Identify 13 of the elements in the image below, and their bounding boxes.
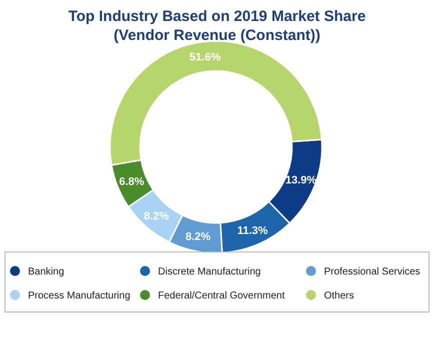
legend-label: Banking <box>28 266 64 278</box>
data-label: 11.3% <box>237 225 268 238</box>
legend-label: Discrete Manufacturing <box>158 266 261 278</box>
data-label: 51.6% <box>189 52 221 64</box>
data-label: 8.2% <box>144 210 170 223</box>
chart-title: Top Industry Based on 2019 Market Share (Vendor Revenue (Constant)) <box>68 8 366 44</box>
legend-label: Process Manufacturing <box>28 290 130 302</box>
legend-label: Others <box>324 290 354 302</box>
data-label: 13.9% <box>285 174 317 186</box>
legend-label: Federal/Central Government <box>158 290 285 302</box>
legend-label: Professional Services <box>324 266 420 278</box>
data-label: 8.2% <box>185 231 211 244</box>
data-label: 6.8% <box>119 176 144 188</box>
